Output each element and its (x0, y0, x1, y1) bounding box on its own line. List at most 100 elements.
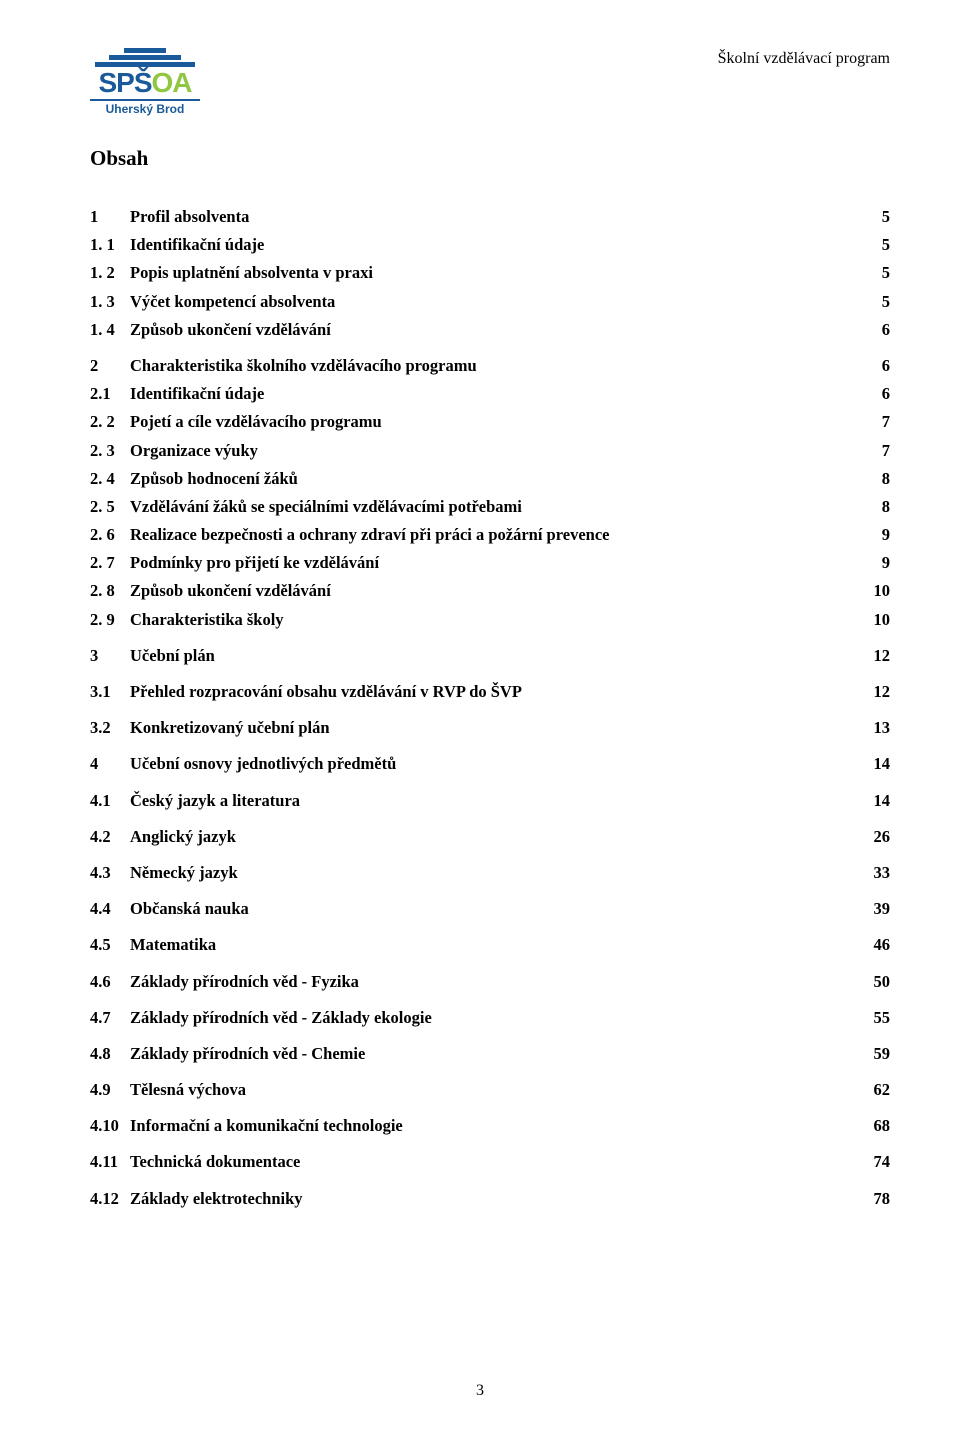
toc-number: 2. 5 (90, 497, 130, 517)
toc-row: 2. 7Podmínky pro přijetí ke vzdělávání9 (90, 553, 890, 573)
toc-page: 6 (862, 320, 890, 340)
toc-title: Popis uplatnění absolventa v praxi (130, 263, 373, 283)
toc-page: 12 (862, 682, 890, 702)
toc-row: 2. 4Způsob hodnocení žáků8 (90, 469, 890, 489)
toc-number: 3.2 (90, 718, 130, 738)
logo-subtitle: Uherský Brod (90, 99, 200, 116)
toc-number: 2. 9 (90, 610, 130, 630)
toc-number: 2. 7 (90, 553, 130, 573)
toc-title: Charakteristika školního vzdělávacího pr… (130, 356, 477, 376)
toc-number: 2. 4 (90, 469, 130, 489)
toc-page: 5 (862, 263, 890, 283)
toc-number: 3.1 (90, 682, 130, 702)
toc-page: 33 (862, 863, 890, 883)
toc-number: 1. 2 (90, 263, 130, 283)
toc-gap (90, 891, 890, 899)
toc-page: 59 (862, 1044, 890, 1064)
toc-page: 39 (862, 899, 890, 919)
page-title: Obsah (90, 146, 890, 171)
toc-row: 4.1Český jazyk a literatura14 (90, 791, 890, 811)
toc-number: 4.3 (90, 863, 130, 883)
toc-title: Charakteristika školy (130, 610, 284, 630)
toc-page: 10 (862, 581, 890, 601)
toc-row: 4.8Základy přírodních věd - Chemie59 (90, 1044, 890, 1064)
toc-number: 4.4 (90, 899, 130, 919)
toc-number: 4.1 (90, 791, 130, 811)
toc-row: 1Profil absolventa5 (90, 207, 890, 227)
toc-row: 1. 1Identifikační údaje 5 (90, 235, 890, 255)
toc-page: 78 (862, 1189, 890, 1209)
toc-row: 2Charakteristika školního vzdělávacího p… (90, 356, 890, 376)
toc-row: 4.11Technická dokumentace74 (90, 1152, 890, 1172)
toc-page: 9 (862, 525, 890, 545)
toc-row: 4.5Matematika46 (90, 935, 890, 955)
toc-row: 3.2Konkretizovaný učební plán 13 (90, 718, 890, 738)
toc-title: Způsob ukončení vzdělávání (130, 581, 331, 601)
toc-title: Konkretizovaný učební plán (130, 718, 330, 738)
toc-title: Informační a komunikační technologie (130, 1116, 403, 1136)
toc-number: 4.2 (90, 827, 130, 847)
toc-row: 4.4Občanská nauka 39 (90, 899, 890, 919)
toc-page: 68 (862, 1116, 890, 1136)
toc-gap (90, 964, 890, 972)
toc-title: Základy přírodních věd - Fyzika (130, 972, 359, 992)
toc-number: 1. 3 (90, 292, 130, 312)
toc-title: Způsob hodnocení žáků (130, 469, 298, 489)
toc-number: 2. 8 (90, 581, 130, 601)
toc-title: Profil absolventa (130, 207, 249, 227)
toc-gap (90, 783, 890, 791)
toc-title: Německý jazyk (130, 863, 238, 883)
toc-row: 1. 3Výčet kompetencí absolventa5 (90, 292, 890, 312)
toc-title: Výčet kompetencí absolventa (130, 292, 335, 312)
toc-page: 8 (862, 497, 890, 517)
toc-number: 2. 3 (90, 441, 130, 461)
toc-gap (90, 746, 890, 754)
toc-row: 2. 6Realizace bezpečnosti a ochrany zdra… (90, 525, 890, 545)
toc-title: Základy přírodních věd - Základy ekologi… (130, 1008, 432, 1028)
toc-title: Základy elektrotechniky (130, 1189, 303, 1209)
toc-gap (90, 674, 890, 682)
toc-title: Způsob ukončení vzdělávání (130, 320, 331, 340)
toc-row: 2. 2Pojetí a cíle vzdělávacího programu7 (90, 412, 890, 432)
toc-gap (90, 1108, 890, 1116)
toc-title: Učební osnovy jednotlivých předmětů (130, 754, 396, 774)
toc-row: 3Učební plán12 (90, 646, 890, 666)
toc-page: 13 (862, 718, 890, 738)
toc-gap (90, 927, 890, 935)
toc-number: 1. 1 (90, 235, 130, 255)
toc-title: Anglický jazyk (130, 827, 236, 847)
toc-page: 12 (862, 646, 890, 666)
toc-title: Tělesná výchova (130, 1080, 246, 1100)
table-of-contents: 1Profil absolventa51. 1Identifikační úda… (90, 207, 890, 1209)
toc-title: Přehled rozpracování obsahu vzdělávání v… (130, 682, 522, 702)
toc-page: 7 (862, 412, 890, 432)
toc-title: Vzdělávání žáků se speciálními vzdělávac… (130, 497, 522, 517)
toc-row: 2. 5Vzdělávání žáků se speciálními vzděl… (90, 497, 890, 517)
toc-number: 4.8 (90, 1044, 130, 1064)
toc-number: 4.9 (90, 1080, 130, 1100)
toc-title: Učební plán (130, 646, 215, 666)
toc-number: 2. 6 (90, 525, 130, 545)
toc-gap (90, 1181, 890, 1189)
toc-title: Občanská nauka (130, 899, 249, 919)
toc-number: 1 (90, 207, 130, 227)
toc-number: 4 (90, 754, 130, 774)
toc-page: 46 (862, 935, 890, 955)
logo-text: SPŠOA (98, 69, 191, 97)
toc-gap (90, 1072, 890, 1080)
toc-gap (90, 348, 890, 356)
toc-page: 5 (862, 235, 890, 255)
toc-title: Pojetí a cíle vzdělávacího programu (130, 412, 382, 432)
logo-sps: SPŠ (98, 69, 151, 97)
toc-title: Český jazyk a literatura (130, 791, 300, 811)
toc-row: 4.7Základy přírodních věd - Základy ekol… (90, 1008, 890, 1028)
toc-gap (90, 819, 890, 827)
toc-page: 6 (862, 384, 890, 404)
toc-gap (90, 1144, 890, 1152)
toc-title: Identifikační údaje (130, 384, 264, 404)
toc-page: 50 (862, 972, 890, 992)
toc-title: Identifikační údaje (130, 235, 264, 255)
toc-page: 9 (862, 553, 890, 573)
toc-row: 4.12Základy elektrotechniky78 (90, 1189, 890, 1209)
toc-row: 3.1Přehled rozpracování obsahu vzděláván… (90, 682, 890, 702)
